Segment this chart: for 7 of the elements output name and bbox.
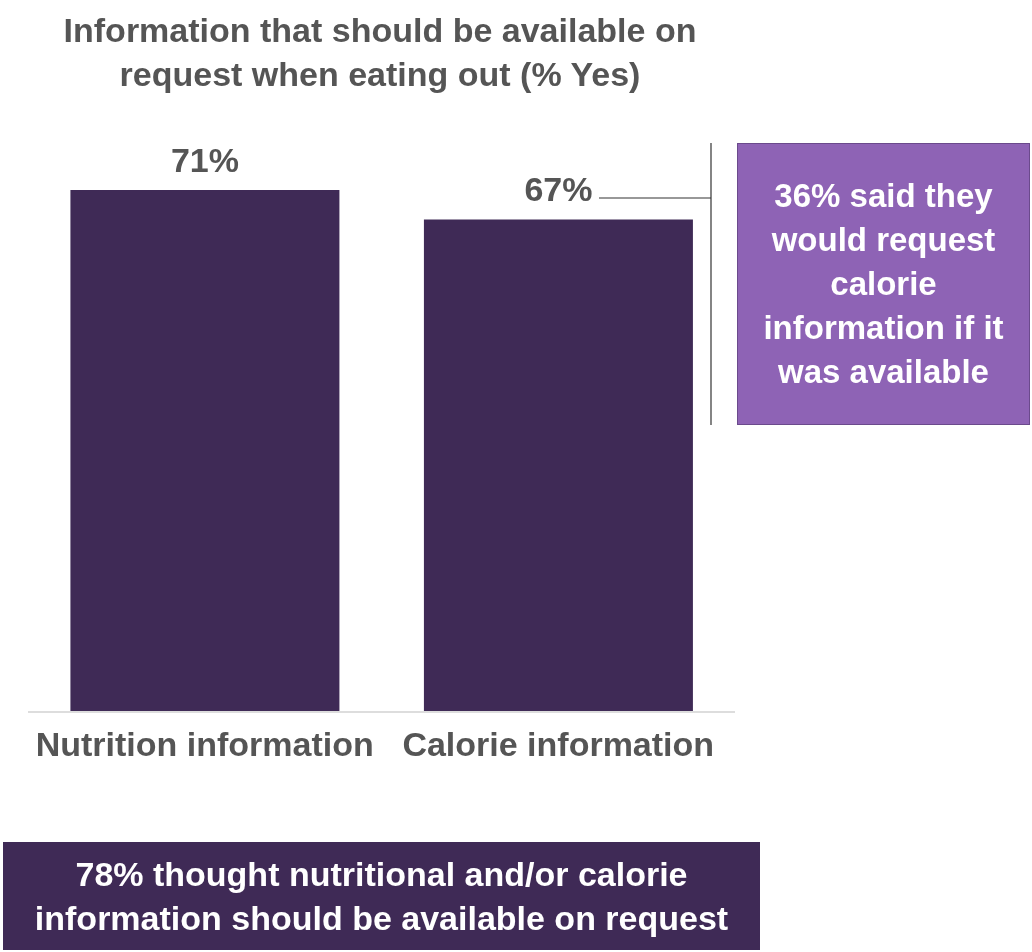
text: 78% thought nutritional and/or calorie information should be available on request	[3, 842, 760, 950]
data-label: 71%	[170, 141, 239, 179]
x-tick-label: Nutrition information	[35, 725, 374, 764]
x-tick-label: Calorie information	[402, 725, 715, 764]
chart-title: Information that should be available on request when eating out (% Yes)	[62, 10, 698, 95]
text: 36% said they would request calorie information if it was available	[737, 143, 1030, 425]
data-label: 67%	[524, 170, 593, 209]
